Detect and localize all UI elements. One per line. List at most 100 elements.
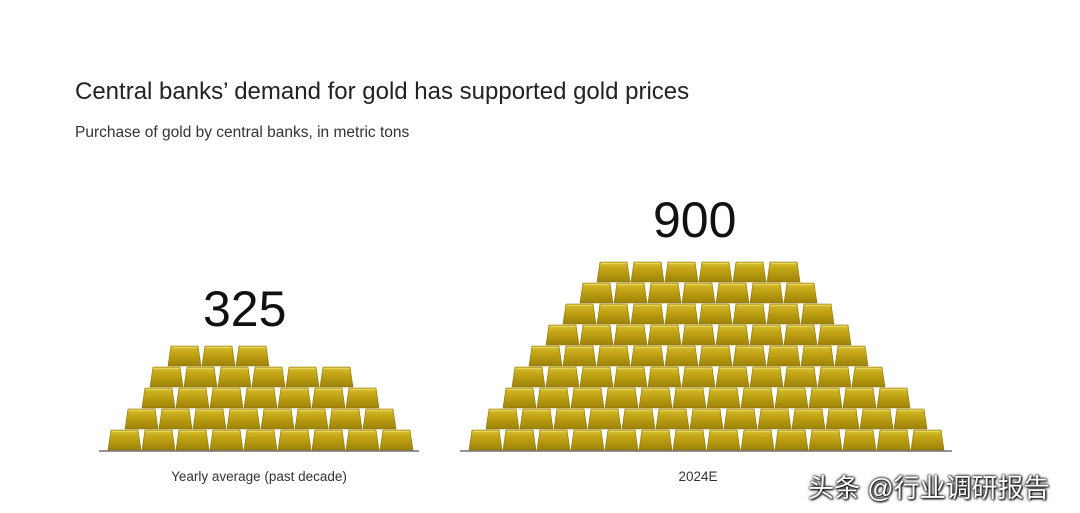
- past-decade-bar-r3-c1: [183, 366, 218, 388]
- y2024e-bar-r0-c8: [740, 429, 775, 451]
- y2024e-bar-r2-c0: [502, 387, 537, 409]
- y2024e-bar-r5-c8: [817, 324, 852, 346]
- y2024e-bar-r3-c8: [783, 366, 818, 388]
- y2024e-bar-r5-c4: [681, 324, 716, 346]
- y2024e-bar-r2-c9: [808, 387, 843, 409]
- y2024e-bar-r8-c5: [766, 261, 801, 283]
- y2024e-bar-r3-c1: [545, 366, 580, 388]
- y2024e-bar-r7-c2: [647, 282, 682, 304]
- y2024e-bar-r5-c0: [545, 324, 580, 346]
- y2024e-bar-r3-c3: [613, 366, 648, 388]
- value-label-past-decade: 325: [203, 281, 287, 337]
- y2024e-bar-r3-c4: [647, 366, 682, 388]
- category-label-2024e: 2024E: [678, 469, 718, 484]
- y2024e-bar-r0-c1: [502, 429, 537, 451]
- y2024e-bar-r0-c11: [842, 429, 877, 451]
- y2024e-bar-r7-c5: [749, 282, 784, 304]
- y2024e-bar-r0-c7: [706, 429, 741, 451]
- y2024e-bar-r5-c2: [613, 324, 648, 346]
- y2024e-bar-r1-c3: [587, 408, 622, 430]
- y2024e-bar-r5-c3: [647, 324, 682, 346]
- y2024e-bar-r1-c4: [621, 408, 656, 430]
- y2024e-bar-r7-c0: [579, 282, 614, 304]
- y2024e-bar-r2-c5: [672, 387, 707, 409]
- y2024e-bar-r0-c10: [808, 429, 843, 451]
- y2024e-bar-r6-c7: [800, 303, 835, 325]
- y2024e-bar-r8-c1: [630, 261, 665, 283]
- past-decade-bar-r3-c2: [217, 366, 252, 388]
- past-decade-bar-r3-c0: [149, 366, 184, 388]
- past-decade-bar-r4-c2: [235, 345, 270, 367]
- y2024e-bar-r7-c1: [613, 282, 648, 304]
- y2024e-bar-r5-c5: [715, 324, 750, 346]
- value-label-2024e: 900: [653, 192, 737, 248]
- watermark: 头条 @行业调研报告: [808, 473, 1050, 503]
- y2024e-bar-r1-c12: [893, 408, 928, 430]
- y2024e-bar-r4-c2: [596, 345, 631, 367]
- y2024e-bar-r2-c10: [842, 387, 877, 409]
- y2024e-bar-r3-c10: [851, 366, 886, 388]
- category-label-past-decade: Yearly average (past decade): [171, 469, 347, 484]
- y2024e-bar-r0-c6: [672, 429, 707, 451]
- y2024e-bar-r4-c5: [698, 345, 733, 367]
- y2024e-bar-r4-c1: [562, 345, 597, 367]
- gold-stack-past-decade: [107, 345, 414, 451]
- y2024e-bar-r6-c0: [562, 303, 597, 325]
- past-decade-bar-r2-c3: [243, 387, 278, 409]
- y2024e-bar-r1-c5: [655, 408, 690, 430]
- past-decade-bar-r0-c3: [209, 429, 244, 451]
- past-decade-bar-r1-c7: [362, 408, 397, 430]
- past-decade-bar-r4-c1: [201, 345, 236, 367]
- y2024e-bar-r7-c4: [715, 282, 750, 304]
- y2024e-bar-r6-c4: [698, 303, 733, 325]
- past-decade-bar-r2-c4: [277, 387, 312, 409]
- y2024e-bar-r7-c3: [681, 282, 716, 304]
- chart-title: Central banks’ demand for gold has suppo…: [75, 78, 690, 105]
- y2024e-bar-r4-c7: [766, 345, 801, 367]
- past-decade-bar-r1-c2: [192, 408, 227, 430]
- y2024e-bar-r1-c7: [723, 408, 758, 430]
- y2024e-bar-r4-c8: [800, 345, 835, 367]
- y2024e-bar-r8-c3: [698, 261, 733, 283]
- y2024e-bar-r4-c4: [664, 345, 699, 367]
- y2024e-bar-r0-c3: [570, 429, 605, 451]
- past-decade-bar-r2-c2: [209, 387, 244, 409]
- y2024e-bar-r2-c1: [536, 387, 571, 409]
- past-decade-bar-r0-c0: [107, 429, 142, 451]
- y2024e-bar-r4-c3: [630, 345, 665, 367]
- past-decade-bar-r0-c4: [243, 429, 278, 451]
- y2024e-bar-r4-c0: [528, 345, 563, 367]
- y2024e-bar-r0-c0: [468, 429, 503, 451]
- past-decade-bar-r2-c5: [311, 387, 346, 409]
- y2024e-bar-r6-c5: [732, 303, 767, 325]
- y2024e-bar-r3-c9: [817, 366, 852, 388]
- y2024e-bar-r6-c6: [766, 303, 801, 325]
- y2024e-bar-r8-c0: [596, 261, 631, 283]
- past-decade-bar-r0-c5: [277, 429, 312, 451]
- past-decade-bar-r3-c3: [251, 366, 286, 388]
- gold-stack-2024e: [468, 261, 945, 451]
- y2024e-bar-r0-c5: [638, 429, 673, 451]
- y2024e-bar-r0-c12: [876, 429, 911, 451]
- y2024e-bar-r6-c1: [596, 303, 631, 325]
- y2024e-bar-r2-c7: [740, 387, 775, 409]
- y2024e-bar-r2-c11: [876, 387, 911, 409]
- y2024e-bar-r0-c4: [604, 429, 639, 451]
- y2024e-bar-r7-c6: [783, 282, 818, 304]
- chart-subtitle: Purchase of gold by central banks, in me…: [75, 124, 410, 141]
- past-decade-bar-r0-c2: [175, 429, 210, 451]
- past-decade-bar-r2-c1: [175, 387, 210, 409]
- y2024e-bar-r1-c8: [757, 408, 792, 430]
- y2024e-bar-r2-c3: [604, 387, 639, 409]
- y2024e-bar-r0-c2: [536, 429, 571, 451]
- y2024e-bar-r3-c6: [715, 366, 750, 388]
- past-decade-bar-r2-c6: [345, 387, 380, 409]
- y2024e-bar-r3-c2: [579, 366, 614, 388]
- past-decade-bar-r1-c5: [294, 408, 329, 430]
- y2024e-bar-r1-c0: [485, 408, 520, 430]
- y2024e-bar-r5-c1: [579, 324, 614, 346]
- y2024e-bar-r1-c2: [553, 408, 588, 430]
- y2024e-bar-r1-c11: [859, 408, 894, 430]
- y2024e-bar-r6-c2: [630, 303, 665, 325]
